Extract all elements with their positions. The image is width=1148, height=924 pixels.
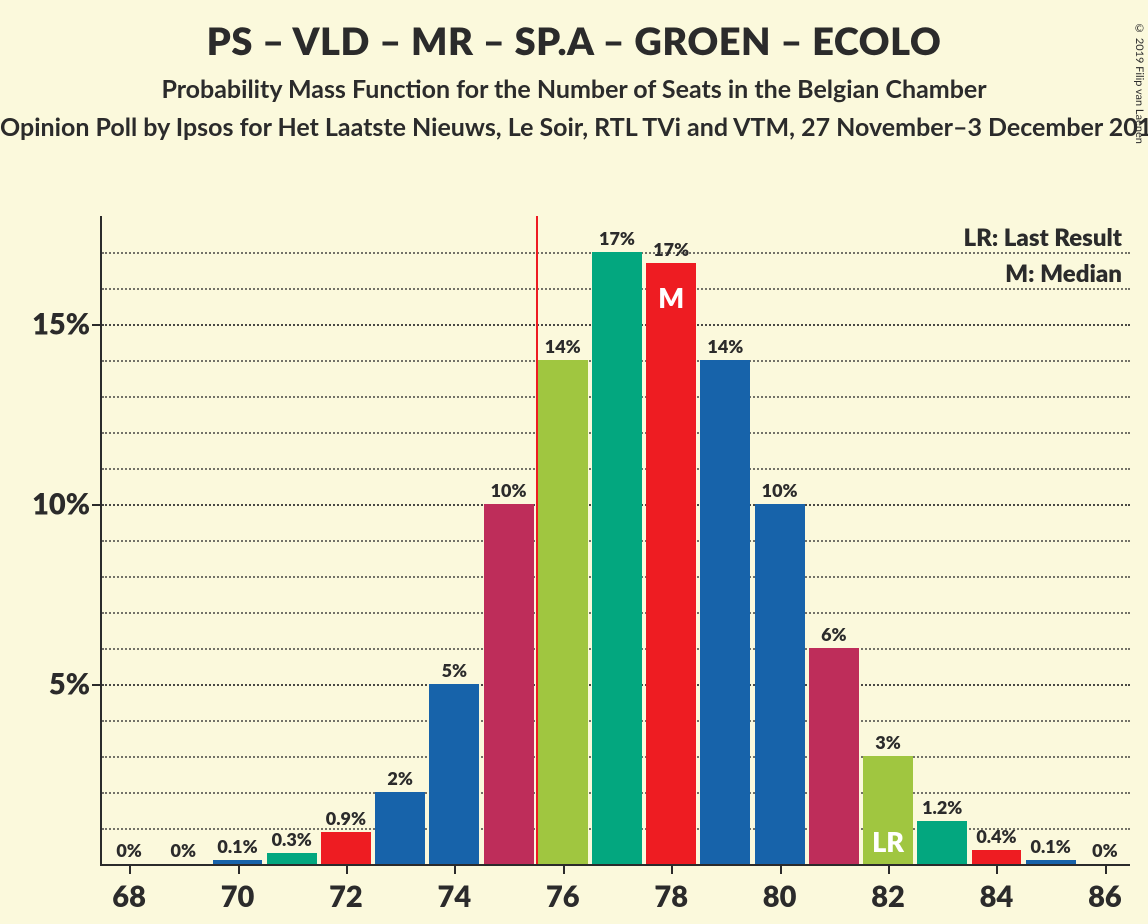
- x-tick: [238, 864, 240, 874]
- bar-value-label: 14%: [707, 335, 743, 357]
- bar-value-label: 14%: [545, 335, 581, 357]
- bar-value-label: 17%: [653, 238, 689, 260]
- legend: LR: Last Result M: Median: [964, 220, 1122, 292]
- bar-marker-label: LR: [872, 825, 904, 858]
- x-axis-label: 74: [438, 879, 472, 914]
- bar: 17%: [592, 252, 642, 864]
- x-tick: [563, 864, 565, 874]
- chart-title: PS – VLD – MR – SP.A – GROEN – ECOLO: [0, 18, 1148, 64]
- bar-value-label: 2%: [387, 767, 413, 789]
- bar: 3%LR: [863, 756, 913, 864]
- bar-value-label: 3%: [875, 731, 901, 753]
- legend-m: M: Median: [964, 256, 1122, 292]
- bar-value-label: 0.9%: [326, 807, 366, 829]
- bar-value-label: 5%: [442, 659, 468, 681]
- x-axis-label: 76: [546, 879, 580, 914]
- y-tick: [92, 684, 102, 686]
- bar-value-label: 0%: [171, 839, 197, 861]
- x-tick: [888, 864, 890, 874]
- bar-value-label: 0.3%: [272, 828, 312, 850]
- bar-value-label: 0.1%: [1031, 835, 1071, 857]
- bar-value-label: 0%: [116, 839, 142, 861]
- x-axis-label: 82: [871, 879, 905, 914]
- y-tick: [92, 504, 102, 506]
- x-tick: [780, 864, 782, 874]
- x-tick: [1105, 864, 1107, 874]
- x-tick: [129, 864, 131, 874]
- bar: 1.2%: [917, 821, 967, 864]
- bar: 0.4%: [972, 850, 1022, 864]
- bar: 0.9%: [321, 832, 371, 864]
- plot-area: LR: Last Result M: Median 5%10%15%0%0%0.…: [100, 216, 1130, 866]
- x-tick: [454, 864, 456, 874]
- x-axis-label: 72: [329, 879, 363, 914]
- x-tick: [671, 864, 673, 874]
- bar-value-label: 1.2%: [922, 796, 962, 818]
- legend-lr: LR: Last Result: [964, 220, 1122, 256]
- bar: 6%: [809, 648, 859, 864]
- bar: 0.3%: [267, 853, 317, 864]
- bar-value-label: 0.1%: [217, 835, 257, 857]
- bar-marker-label: M: [658, 281, 684, 314]
- x-axis-label: 86: [1088, 879, 1122, 914]
- bar-value-label: 0.4%: [976, 825, 1016, 847]
- x-axis-label: 68: [112, 879, 146, 914]
- x-tick: [346, 864, 348, 874]
- bar-value-label: 10%: [491, 479, 527, 501]
- bar: 10%: [755, 504, 805, 864]
- x-axis-label: 84: [980, 879, 1014, 914]
- y-tick: [92, 324, 102, 326]
- bar-value-label: 10%: [762, 479, 798, 501]
- bar: 5%: [429, 684, 479, 864]
- y-axis-label: 5%: [49, 667, 90, 702]
- bar: 2%: [375, 792, 425, 864]
- x-axis-label: 70: [221, 879, 255, 914]
- bar: 0.1%: [1026, 860, 1076, 864]
- x-tick: [996, 864, 998, 874]
- y-axis-label: 10%: [32, 487, 90, 522]
- x-axis-label: 80: [763, 879, 797, 914]
- bar: 10%: [484, 504, 534, 864]
- bar-value-label: 17%: [599, 227, 635, 249]
- bar-value-label: 6%: [821, 623, 847, 645]
- chart-subtitle: Probability Mass Function for the Number…: [0, 74, 1148, 104]
- bar: 14%: [538, 360, 588, 864]
- x-axis-label: 78: [654, 879, 688, 914]
- bar: 17%M: [646, 263, 696, 864]
- chart-source: Opinion Poll by Ipsos for Het Laatste Ni…: [0, 112, 1148, 142]
- bar: 14%: [700, 360, 750, 864]
- bar-value-label: 0%: [1092, 839, 1118, 861]
- copyright-text: © 2019 Filip van Laenen: [1131, 18, 1148, 148]
- plot-container: LR: Last Result M: Median 5%10%15%0%0%0.…: [100, 216, 1130, 866]
- y-axis-label: 15%: [32, 307, 90, 342]
